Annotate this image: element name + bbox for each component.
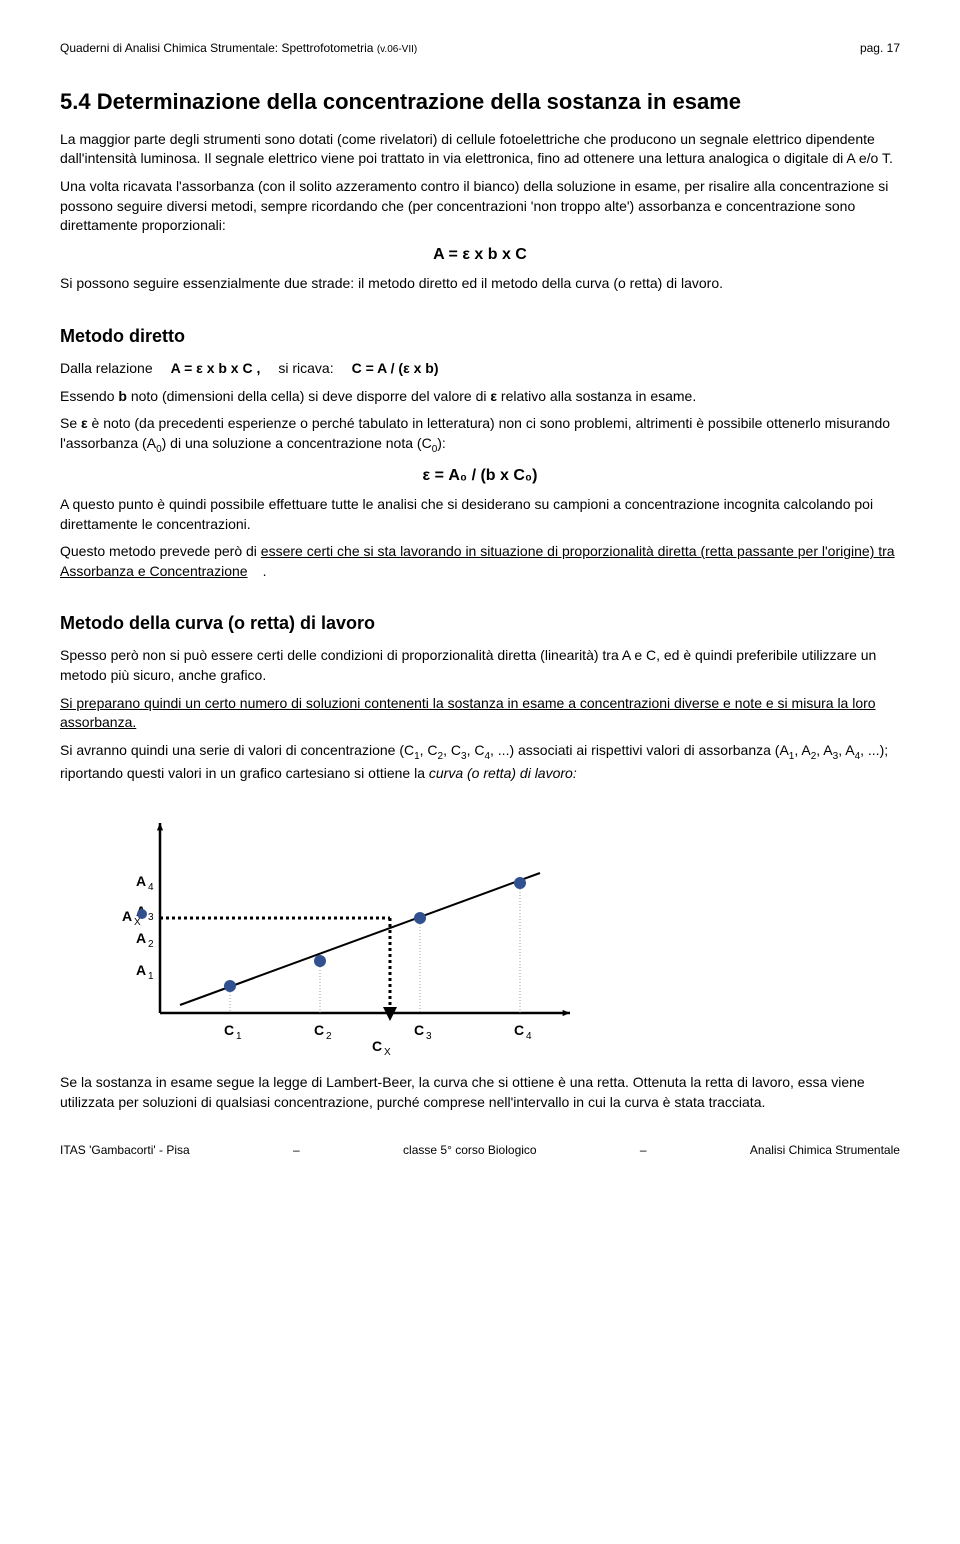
page-number: pag. 17 xyxy=(860,40,900,57)
relation-label: Dalla relazione xyxy=(60,359,153,379)
txt: , A xyxy=(794,742,810,758)
svg-text:4: 4 xyxy=(526,1031,532,1042)
svg-text:1: 1 xyxy=(148,971,154,982)
metodo-diretto-title: Metodo diretto xyxy=(60,324,900,349)
diretto-p1: Essendo b noto (dimensioni della cella) … xyxy=(60,387,900,407)
svg-text:A: A xyxy=(122,908,132,924)
txt: noto (dimensioni della cella) si deve di… xyxy=(127,388,490,404)
txt: , C xyxy=(443,742,461,758)
ricava-label: si ricava: xyxy=(278,359,333,379)
chart-svg: C1C2C3C4A4A3A2A1AXCX xyxy=(100,803,580,1063)
curva-p4: Se la sostanza in esame segue la legge d… xyxy=(60,1073,900,1112)
curva-p3: Si avranno quindi una serie di valori di… xyxy=(60,741,900,783)
page-footer: ITAS 'Gambacorti' - Pisa – classe 5° cor… xyxy=(60,1142,900,1159)
svg-text:X: X xyxy=(384,1047,391,1058)
txt: , A xyxy=(816,742,832,758)
txt: , A xyxy=(838,742,854,758)
underline-continue xyxy=(248,563,263,579)
txt: Si avranno quindi una serie di valori di… xyxy=(60,742,414,758)
relation-row: Dalla relazione A = ε x b x C , si ricav… xyxy=(60,359,900,379)
header-left: Quaderni di Analisi Chimica Strumentale:… xyxy=(60,40,417,57)
curva-p2: Si preparano quindi un certo numero di s… xyxy=(60,694,900,733)
svg-text:3: 3 xyxy=(148,912,154,923)
footer-sep: – xyxy=(640,1142,647,1159)
calibration-chart: C1C2C3C4A4A3A2A1AXCX xyxy=(100,803,900,1063)
svg-text:C: C xyxy=(224,1022,234,1038)
txt: Essendo xyxy=(60,388,118,404)
txt: , C xyxy=(467,742,485,758)
relation-formula: A = ε x b x C , xyxy=(171,359,261,379)
curva-p1: Spesso però non si può essere certi dell… xyxy=(60,646,900,685)
txt: , C xyxy=(420,742,438,758)
footer-sep: – xyxy=(293,1142,300,1159)
italic-text: curva (o retta) di lavoro: xyxy=(429,765,577,781)
diretto-p2: Se ε è noto (da precedenti esperienze o … xyxy=(60,414,900,456)
svg-text:C: C xyxy=(314,1022,324,1038)
txt: Questo metodo prevede però di xyxy=(60,543,261,559)
var-b: b xyxy=(118,388,127,404)
intro-p2: Una volta ricavata l'assorbanza (con il … xyxy=(60,177,900,236)
txt: ) di una soluzione a concentrazione nota… xyxy=(162,435,432,451)
svg-text:1: 1 xyxy=(236,1031,242,1042)
svg-text:C: C xyxy=(514,1022,524,1038)
svg-text:A: A xyxy=(136,930,146,946)
metodo-curva-title: Metodo della curva (o retta) di lavoro xyxy=(60,611,900,636)
svg-text:A: A xyxy=(136,873,146,889)
footer-right: Analisi Chimica Strumentale xyxy=(750,1142,900,1159)
svg-text:2: 2 xyxy=(148,939,154,950)
ricava-formula: C = A / (ε x b) xyxy=(352,359,439,379)
svg-text:3: 3 xyxy=(426,1031,432,1042)
txt: . xyxy=(263,563,267,579)
txt: relativo alla sostanza in esame. xyxy=(497,388,696,404)
formula-eps: ε = A₀ / (b x C₀) xyxy=(60,465,900,487)
diretto-p3: A questo punto è quindi possibile effett… xyxy=(60,495,900,534)
svg-text:A: A xyxy=(136,962,146,978)
footer-left: ITAS 'Gambacorti' - Pisa xyxy=(60,1142,190,1159)
formula-main: A = ε x b x C xyxy=(60,244,900,266)
svg-text:C: C xyxy=(414,1022,424,1038)
diretto-p4: Questo metodo prevede però di essere cer… xyxy=(60,542,900,581)
txt: Se xyxy=(60,415,81,431)
svg-text:4: 4 xyxy=(148,882,154,893)
footer-center: classe 5° corso Biologico xyxy=(403,1142,537,1159)
txt: , ...) associati ai rispettivi valori di… xyxy=(490,742,789,758)
svg-text:C: C xyxy=(372,1038,382,1054)
var-eps: ε xyxy=(81,415,88,431)
intro-p3: Si possono seguire essenzialmente due st… xyxy=(60,274,900,294)
svg-text:2: 2 xyxy=(326,1031,332,1042)
page-header: Quaderni di Analisi Chimica Strumentale:… xyxy=(60,40,900,57)
section-title: 5.4 Determinazione della concentrazione … xyxy=(60,87,900,118)
txt: ): xyxy=(437,435,446,451)
breadcrumb: Quaderni di Analisi Chimica Strumentale:… xyxy=(60,41,373,55)
version-tag: (v.06-VII) xyxy=(377,44,417,55)
svg-text:X: X xyxy=(134,917,141,928)
intro-p1: La maggior parte degli strumenti sono do… xyxy=(60,130,900,169)
